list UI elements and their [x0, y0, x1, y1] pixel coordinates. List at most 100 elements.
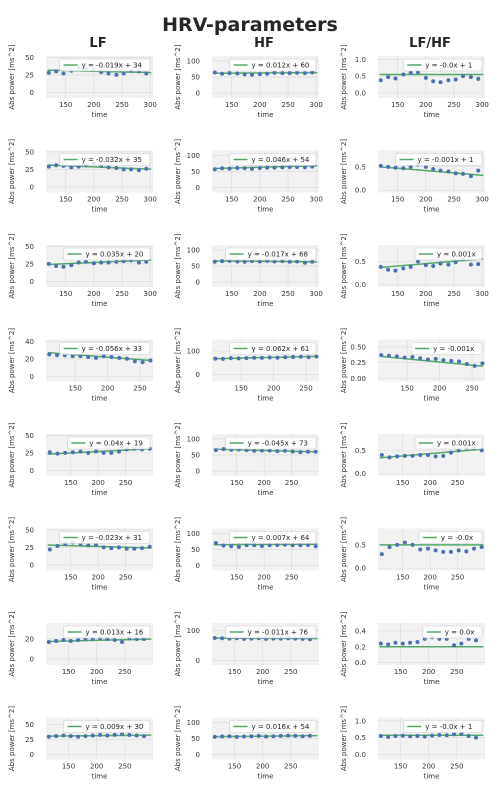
- data-point: [433, 356, 438, 361]
- y-tick-label: 25: [25, 260, 34, 268]
- data-point: [140, 546, 145, 551]
- x-tick-label: 150: [391, 196, 404, 204]
- data-point: [213, 541, 218, 546]
- legend-label: y = 0.012x + 60: [252, 62, 310, 70]
- data-point: [306, 449, 311, 454]
- data-point: [418, 453, 423, 457]
- x-tick-label: 150: [59, 290, 72, 298]
- legend-label: y = 0.009x + 30: [86, 723, 144, 731]
- panel-r7-lfhf: 150 200 250 0.0 0.2 0.4 time Abs power [ms^2] y …: [340, 611, 485, 686]
- x-tick-label: 300: [143, 196, 156, 204]
- data-point: [212, 167, 217, 172]
- data-point: [257, 259, 262, 264]
- data-point: [410, 355, 415, 360]
- data-point: [106, 260, 111, 265]
- panel-r7-lf: 150 200 250 0 20 time Abs power [ms^2] y = 0.01…: [8, 611, 153, 686]
- data-point: [132, 546, 137, 551]
- data-point: [109, 546, 114, 551]
- data-point: [295, 164, 300, 169]
- data-point: [144, 71, 149, 76]
- x-tick-label: 150: [62, 763, 75, 771]
- data-point: [112, 732, 117, 737]
- data-point: [114, 166, 119, 170]
- x-axis-label: time: [258, 773, 274, 781]
- data-point: [472, 363, 477, 368]
- data-point: [441, 549, 446, 554]
- data-point: [293, 733, 298, 738]
- y-tick-label: 0: [30, 656, 34, 664]
- y-tick-label: 0: [196, 184, 200, 192]
- data-point: [476, 168, 481, 173]
- data-point: [121, 167, 126, 172]
- x-tick-label: 250: [285, 479, 298, 487]
- data-point: [302, 165, 307, 170]
- x-tick-label: 150: [230, 479, 243, 487]
- data-point: [267, 543, 272, 548]
- data-point: [86, 450, 91, 455]
- data-point: [433, 548, 438, 553]
- legend-box: [225, 247, 317, 261]
- data-point: [401, 72, 406, 77]
- data-point: [453, 260, 458, 265]
- data-point: [418, 356, 423, 361]
- data-point: [314, 354, 319, 359]
- data-point: [393, 165, 398, 170]
- data-point: [410, 453, 415, 458]
- data-point: [394, 354, 399, 359]
- y-tick-label: 0: [30, 89, 34, 97]
- data-point: [213, 356, 218, 361]
- y-tick-label: 0.5: [355, 258, 366, 266]
- data-point: [76, 734, 81, 739]
- data-point: [252, 543, 257, 548]
- x-tick-label: 150: [225, 196, 238, 204]
- data-point: [437, 732, 442, 737]
- data-point: [395, 542, 400, 547]
- data-point: [55, 451, 60, 456]
- legend-box: [229, 58, 317, 72]
- legend-box: [59, 531, 151, 544]
- y-tick-label: 0.0: [355, 187, 366, 195]
- data-point: [306, 355, 311, 360]
- legend-label: y = -0.023x + 31: [82, 534, 142, 542]
- data-point: [61, 264, 66, 269]
- data-point: [456, 548, 461, 553]
- data-point: [402, 540, 407, 545]
- x-tick-label: 200: [419, 101, 432, 109]
- data-point: [83, 259, 88, 264]
- data-point: [54, 69, 59, 74]
- y-axis-label: Abs power [ms^2]: [340, 706, 348, 771]
- y-tick-label: 100: [187, 57, 200, 65]
- data-point: [479, 448, 484, 453]
- data-point: [386, 75, 391, 80]
- y-axis-label: Abs power [ms^2]: [8, 44, 16, 109]
- data-point: [452, 732, 457, 737]
- data-point: [90, 733, 95, 738]
- data-point: [438, 80, 443, 85]
- legend-box: [414, 247, 483, 261]
- y-tick-label: 50: [191, 452, 200, 460]
- data-point: [473, 735, 478, 740]
- data-point: [306, 542, 311, 547]
- data-point: [410, 542, 415, 547]
- data-point: [313, 449, 318, 454]
- x-tick-label: 250: [299, 385, 312, 393]
- data-point: [401, 266, 406, 271]
- x-tick-label: 150: [391, 290, 404, 298]
- panel-r2-hf: 150 200 250 300 0 50 100 time Abs power [ms^2] y …: [174, 139, 323, 214]
- data-point: [125, 356, 130, 361]
- data-point: [422, 734, 427, 739]
- data-point: [418, 547, 423, 552]
- legend-box: [63, 247, 151, 261]
- data-point: [242, 734, 247, 739]
- data-point: [76, 260, 81, 265]
- data-point: [476, 76, 481, 81]
- legend-label: y = -0.0x: [441, 534, 473, 542]
- y-axis-label: Abs power [ms^2]: [340, 328, 348, 393]
- data-point: [298, 543, 303, 548]
- data-point: [280, 71, 285, 76]
- data-point: [244, 356, 249, 361]
- panel-r6-lf: 150 200 250 0 25 50 time Abs power [ms^2] y = -0…: [8, 517, 153, 592]
- legend-box: [422, 625, 483, 639]
- x-tick-label: 150: [225, 101, 238, 109]
- legend-label: y = 0.046x + 54: [252, 156, 310, 164]
